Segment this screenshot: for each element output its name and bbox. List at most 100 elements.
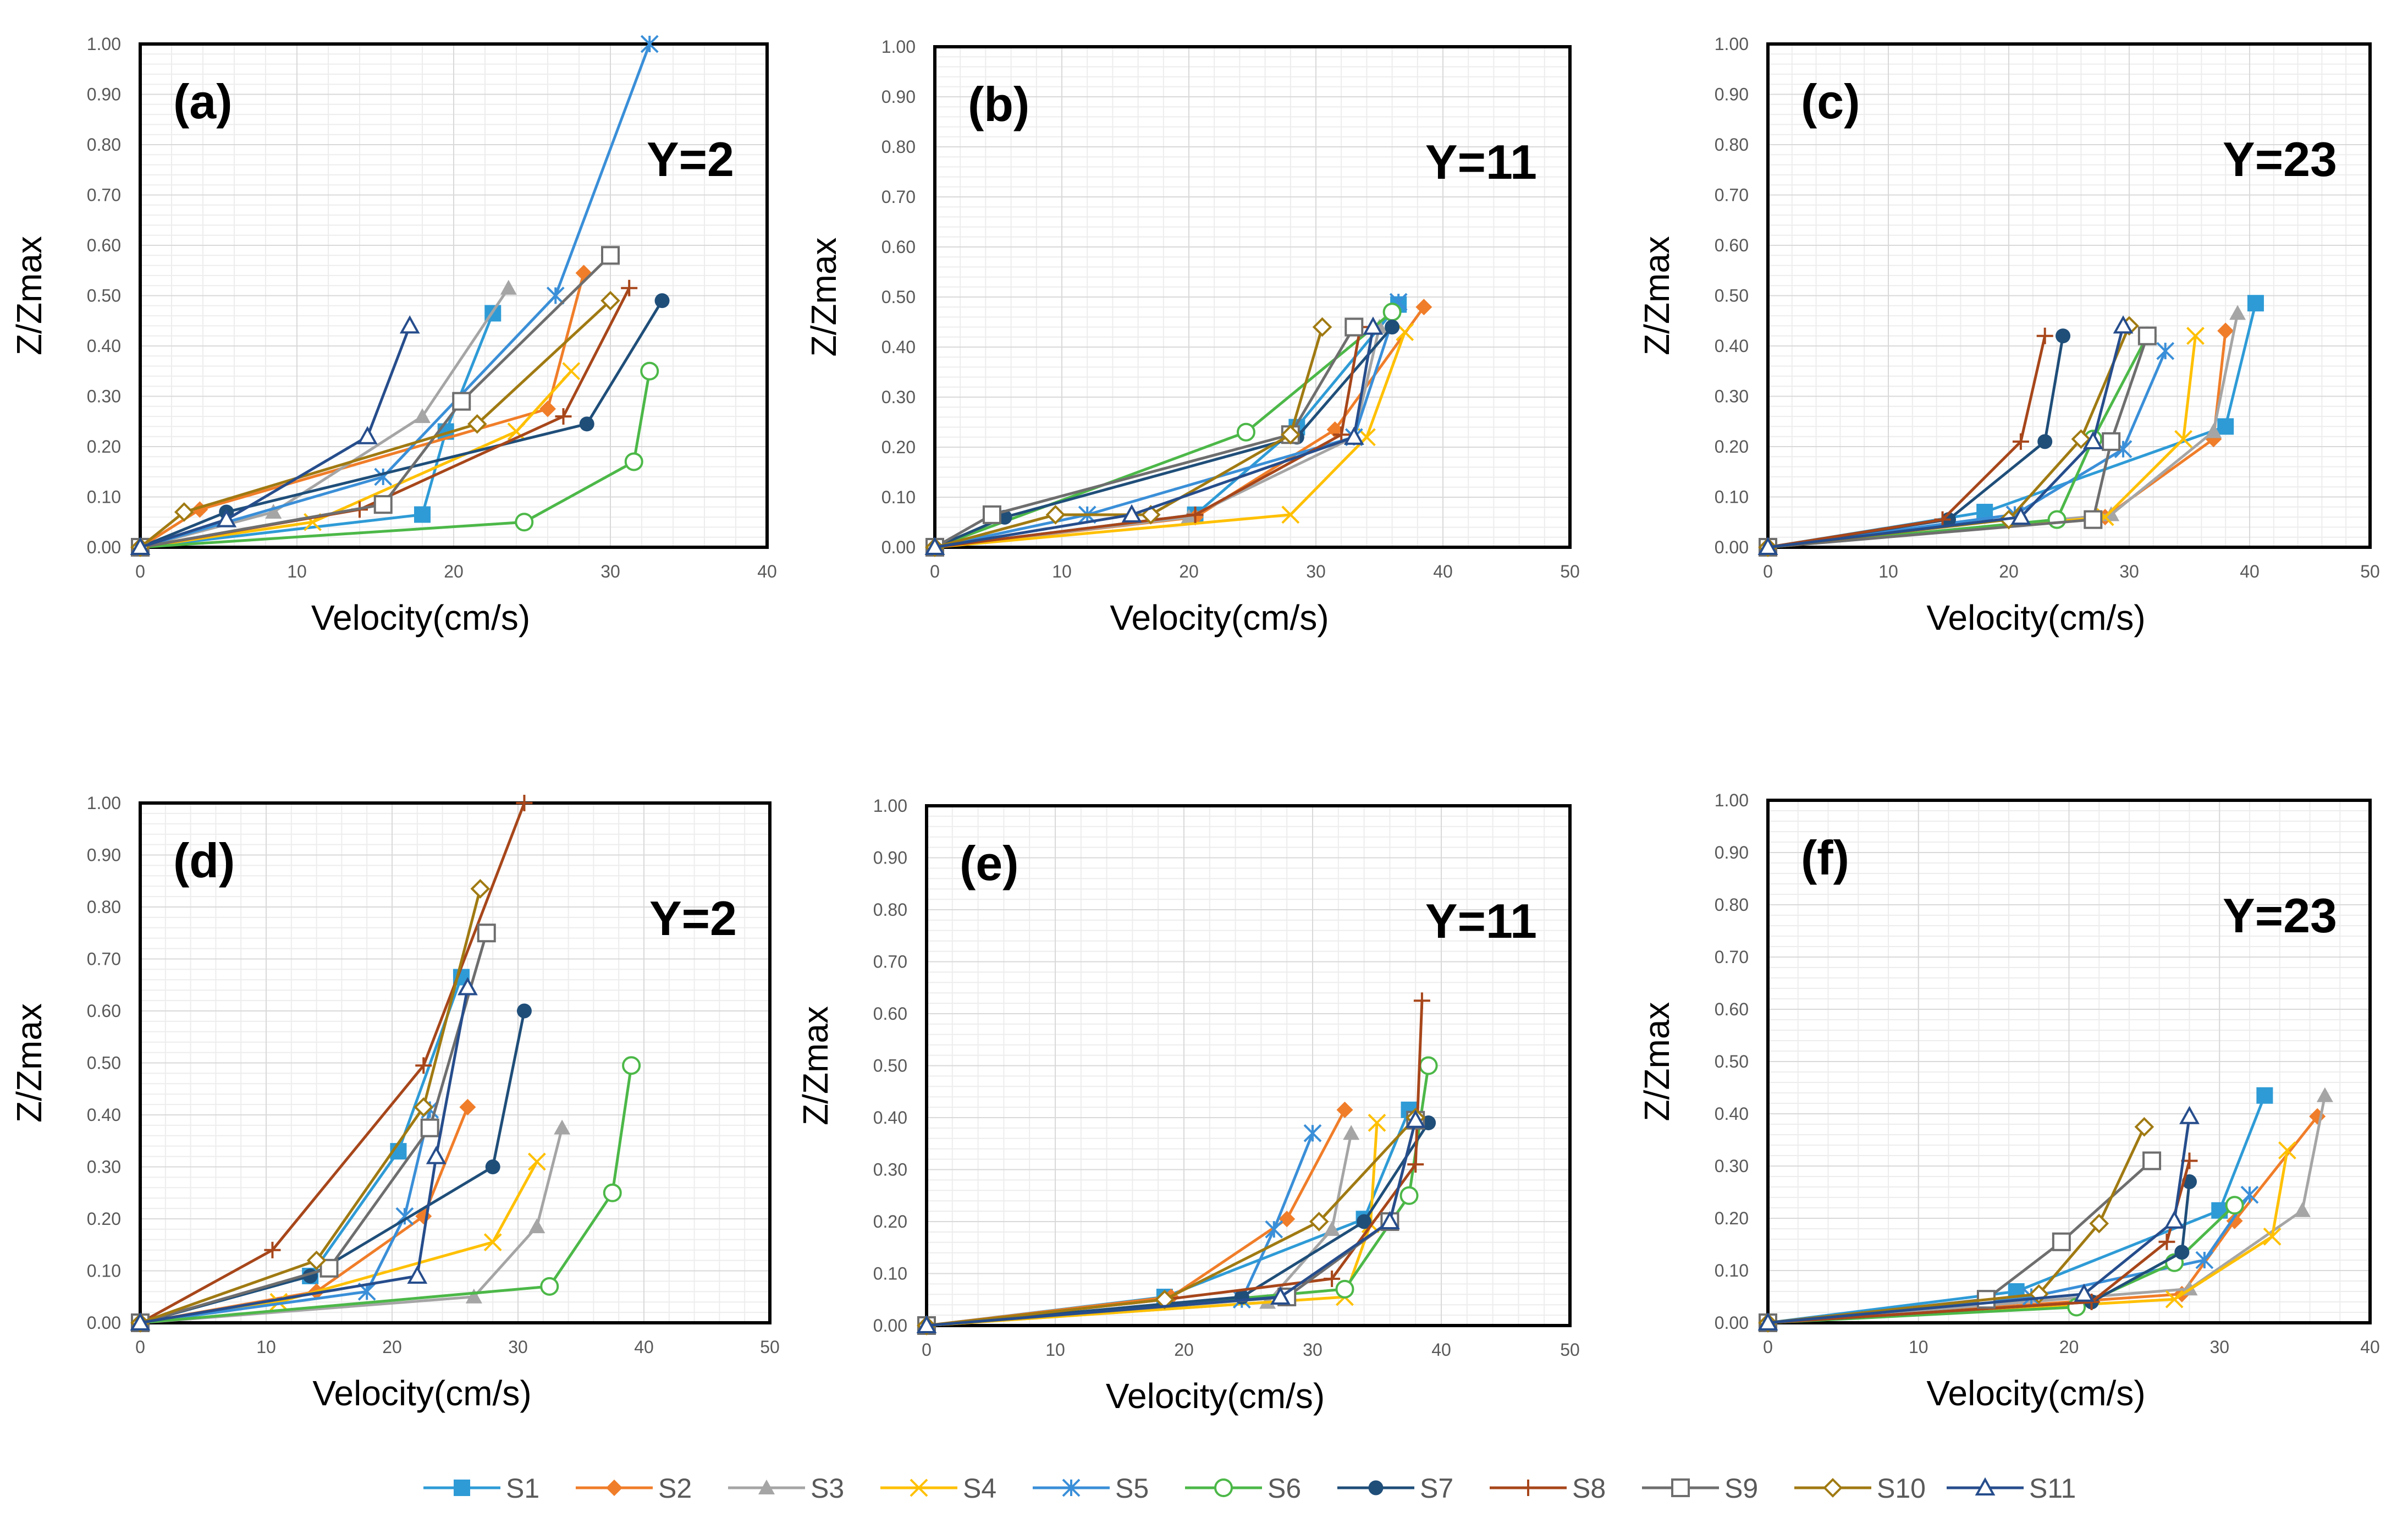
legend-label-s4: S4 <box>963 1473 996 1504</box>
data-point-s5 <box>640 35 659 53</box>
data-point-s4 <box>507 422 526 441</box>
data-point-s9 <box>2142 1151 2162 1170</box>
y-tick-label: 0.60 <box>87 235 121 255</box>
data-point-s8 <box>1413 992 1430 1009</box>
x-tick-label: 20 <box>382 1337 402 1357</box>
data-point-s9 <box>2084 510 2103 529</box>
x-tick-label: 0 <box>1763 1337 1773 1357</box>
data-point-s10 <box>1280 425 1301 445</box>
data-point-s10 <box>1309 1212 1329 1231</box>
x-tick-label: 0 <box>135 562 145 581</box>
data-point-s9 <box>2052 1232 2071 1251</box>
data-point-s8 <box>415 1057 432 1074</box>
data-point-s2 <box>1336 1101 1353 1118</box>
y-tick-label: 0.60 <box>1715 235 1749 255</box>
data-point-s11 <box>1121 504 1142 523</box>
plot-frame <box>925 804 1572 1327</box>
data-point-s6 <box>1419 1056 1438 1075</box>
legend-marker-s3 <box>758 1480 775 1494</box>
y-tick-label: 0.80 <box>881 137 916 157</box>
data-point-s6 <box>603 1183 622 1202</box>
data-point-s5 <box>2156 342 2175 360</box>
legend-marker-s6 <box>1214 1478 1233 1497</box>
plot-frame <box>1766 799 2372 1324</box>
y-tick-label: 0.90 <box>1715 843 1749 862</box>
x-tick-label: 20 <box>1174 1340 1194 1360</box>
series-line-s5 <box>140 1109 432 1324</box>
y-tick-label: 0.70 <box>87 185 121 205</box>
y-tick-label: 0.50 <box>1715 286 1749 306</box>
data-point-s11 <box>2074 1283 2095 1302</box>
y-tick-label: 0.10 <box>87 487 121 507</box>
series-line-s7 <box>140 300 664 549</box>
y-axis-title: Z/Zmax <box>9 1003 49 1123</box>
panel-label: (f) <box>1801 831 1849 885</box>
data-point-s6 <box>640 361 659 381</box>
y-axis-title: Z/Zmax <box>1637 236 1677 355</box>
x-tick-label: 30 <box>1303 1340 1323 1360</box>
x-tick-label: 0 <box>922 1340 932 1360</box>
y-tick-label: 0.10 <box>1715 1261 1749 1280</box>
panel-annotation: Y=11 <box>1425 894 1537 948</box>
y-tick-label: 0.00 <box>873 1316 907 1335</box>
data-point-s11 <box>1270 1286 1291 1305</box>
data-point-s4 <box>2278 1141 2296 1159</box>
data-point-s10 <box>414 1097 434 1117</box>
data-point-s11 <box>399 315 420 334</box>
data-point-s1 <box>2217 418 2234 435</box>
data-point-s5 <box>2240 1185 2259 1204</box>
y-tick-label: 0.60 <box>1715 999 1749 1019</box>
panel-annotation: Y=23 <box>2223 132 2337 186</box>
y-tick-label: 0.30 <box>1715 1156 1749 1176</box>
x-tick-label: 10 <box>1052 562 1072 581</box>
series-line-s9 <box>1767 335 2149 549</box>
data-point-s8 <box>555 408 572 425</box>
legend-marker-s9 <box>1671 1478 1690 1497</box>
y-tick-label: 0.60 <box>873 1004 907 1024</box>
data-point-s11 <box>1380 1211 1400 1229</box>
data-point-s7 <box>516 1003 532 1019</box>
y-tick-label: 0.50 <box>873 1056 907 1076</box>
series-line-s11 <box>140 987 469 1324</box>
series-line-s6 <box>140 1065 633 1324</box>
series-line-s1 <box>1767 1095 2266 1324</box>
y-tick-label: 0.20 <box>1715 437 1749 457</box>
data-point-s3 <box>2229 305 2246 320</box>
legend-marker-s5 <box>1062 1478 1081 1497</box>
data-point-s11 <box>1405 1109 1426 1128</box>
data-point-s11 <box>2113 315 2134 334</box>
x-axis-title: Velocity(cm/s) <box>1926 1373 2145 1413</box>
x-tick-label: 40 <box>757 562 777 581</box>
y-tick-label: 0.00 <box>1715 537 1749 557</box>
legend-label-s8: S8 <box>1572 1473 1606 1504</box>
data-point-s4 <box>562 362 581 381</box>
legend-label-s5: S5 <box>1115 1473 1149 1504</box>
x-tick-label: 0 <box>930 562 940 581</box>
x-tick-label: 30 <box>1306 562 1326 581</box>
data-point-s11 <box>1757 536 1778 555</box>
data-point-s10 <box>2089 1213 2109 1234</box>
data-point-s3 <box>554 1119 571 1135</box>
x-axis-title: Velocity(cm/s) <box>1106 1376 1325 1416</box>
data-point-s11 <box>924 536 945 555</box>
chart-panel: 0 10 20 30 40 50 0.00 0.10 0.20 0.30 0.40 0.50 0.60 0… <box>804 37 1580 637</box>
plot-frame <box>933 45 1572 549</box>
plot-frame <box>1766 42 2372 549</box>
x-tick-label: 40 <box>1431 1340 1451 1360</box>
data-point-s3 <box>1324 1221 1341 1236</box>
y-tick-label: 0.20 <box>87 437 121 457</box>
x-tick-label: 40 <box>634 1337 654 1357</box>
data-point-s4 <box>527 1152 546 1171</box>
data-point-s8 <box>264 1241 281 1258</box>
panel-label: (a) <box>173 74 233 129</box>
series-line-s9 <box>934 326 1355 549</box>
y-tick-label: 0.70 <box>873 952 907 972</box>
panel-label: (b) <box>968 77 1029 131</box>
data-point-s2 <box>2226 1212 2243 1229</box>
y-tick-label: 0.90 <box>1715 85 1749 105</box>
data-point-s11 <box>130 1312 151 1330</box>
data-point-s2 <box>1415 299 1432 316</box>
y-tick-label: 0.20 <box>1715 1208 1749 1228</box>
x-tick-label: 0 <box>135 1337 145 1357</box>
data-point-s1 <box>414 506 431 523</box>
